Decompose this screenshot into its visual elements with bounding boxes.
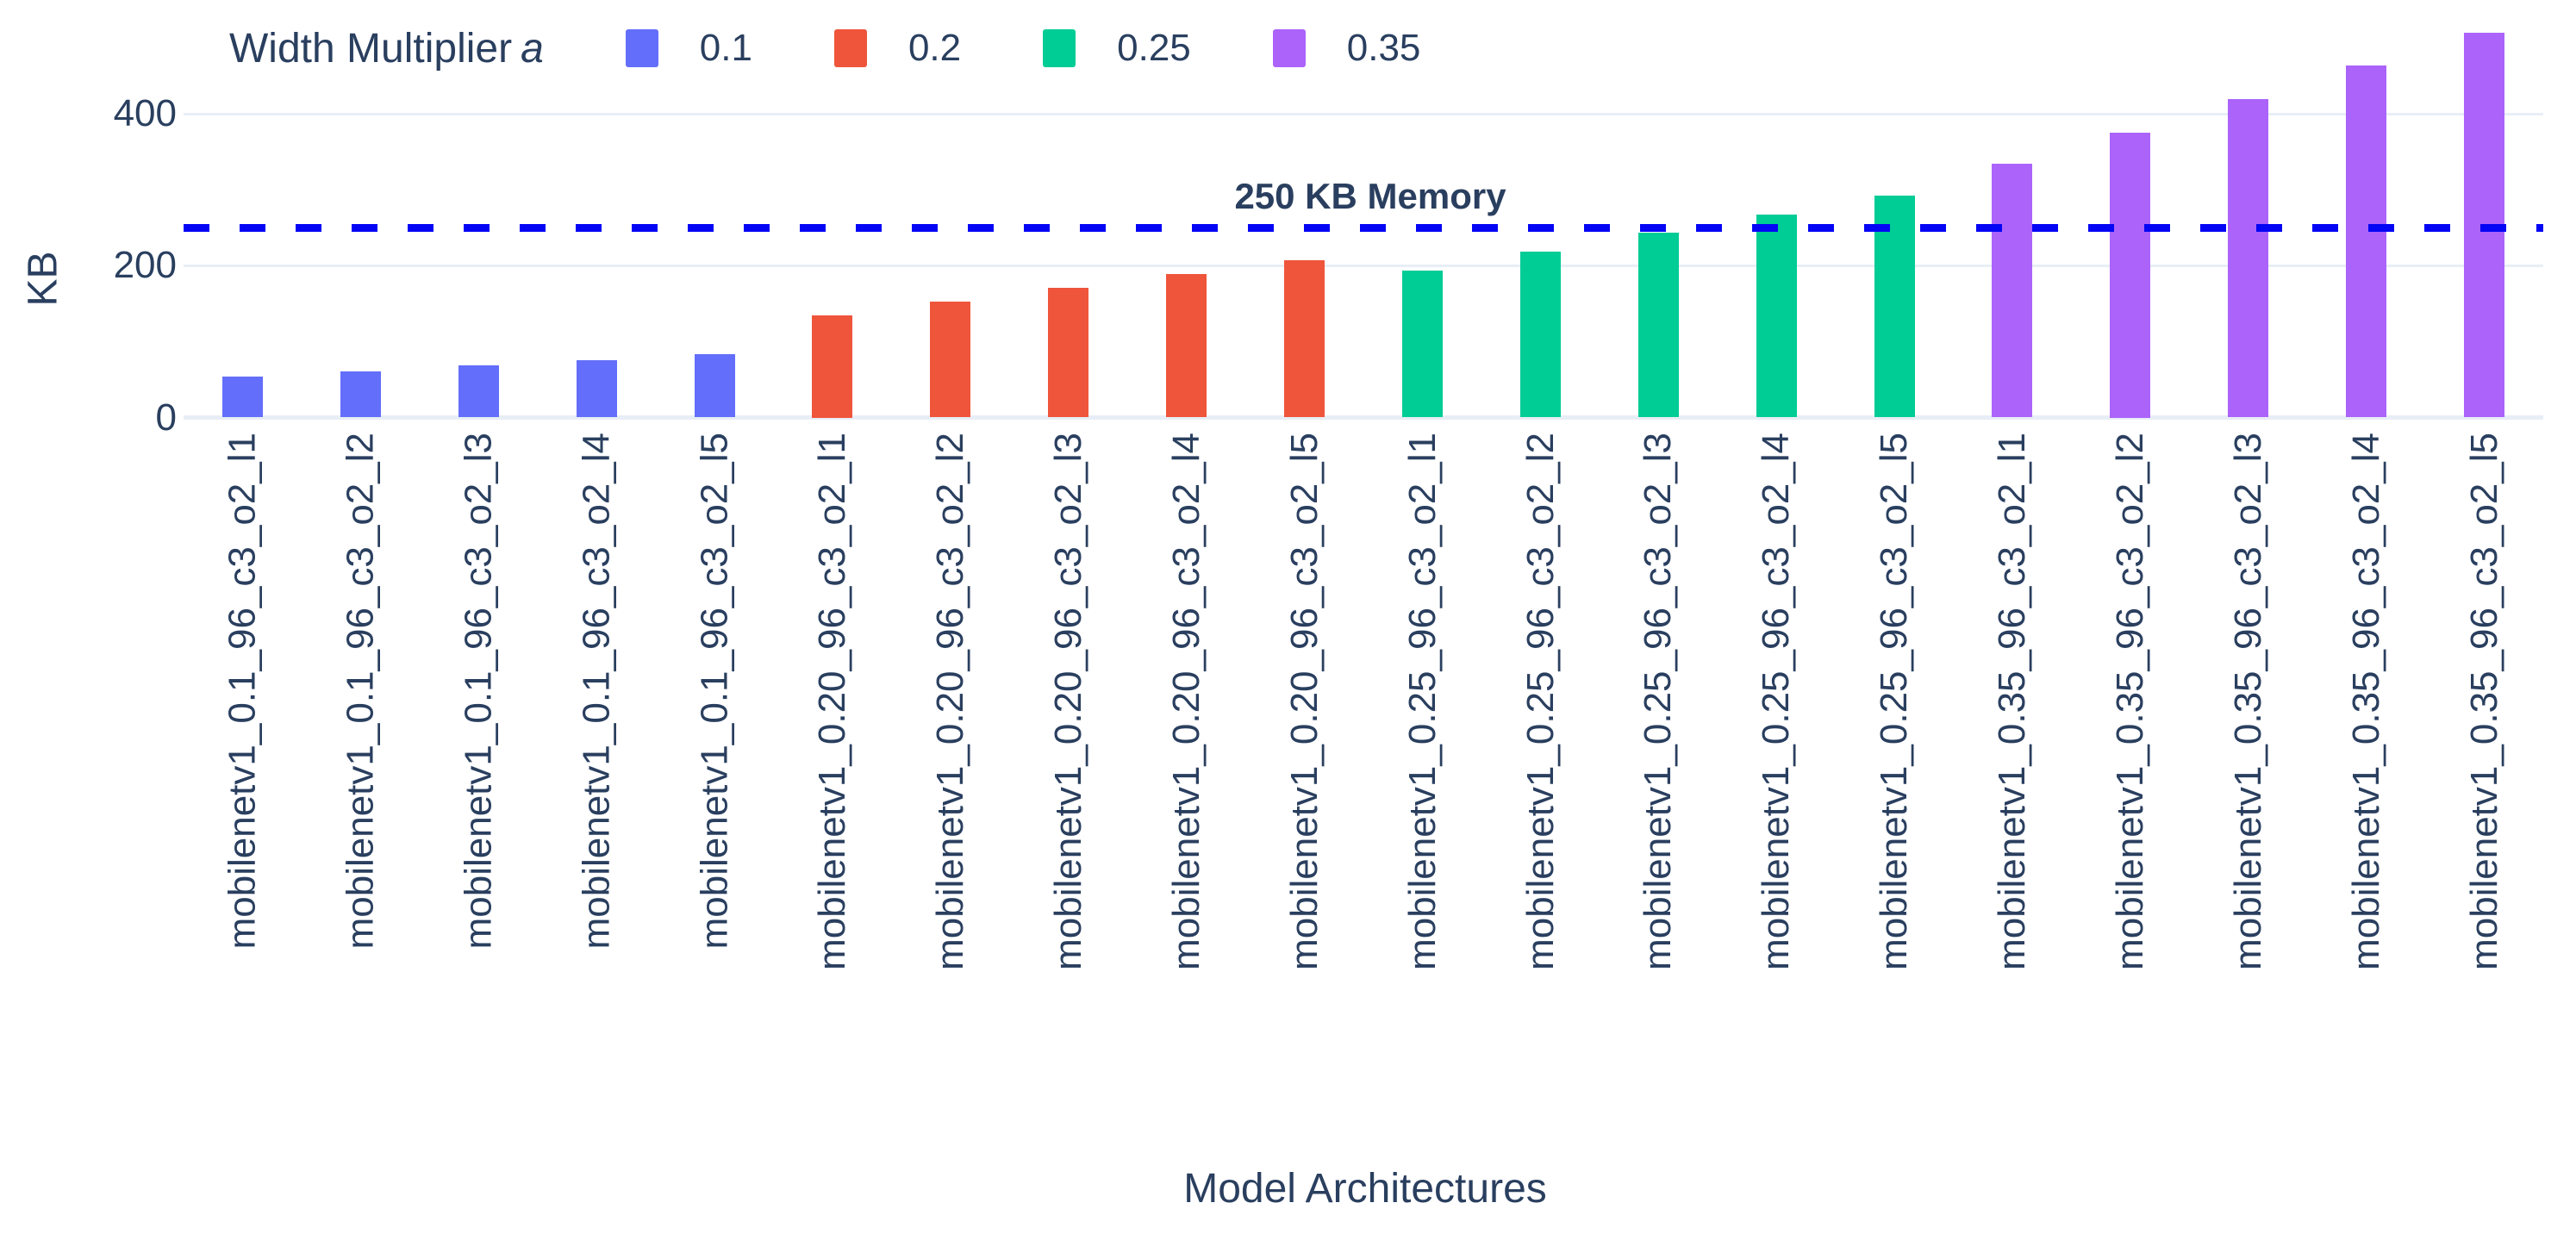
x-tick-label: mobilenetv1_0.35_96_c3_o2_l3 bbox=[2226, 433, 2269, 970]
x-tick-label: mobilenetv1_0.35_96_c3_o2_l1 bbox=[1990, 433, 2033, 970]
x-tick-label: mobilenetv1_0.1_96_c3_o2_l4 bbox=[575, 433, 618, 950]
legend-item-label: 0.2 bbox=[908, 27, 962, 69]
legend-item-label: 0.1 bbox=[699, 27, 752, 69]
legend-title-symbol: a bbox=[521, 25, 544, 72]
bar-mobilenetv1_0.1_96_c3_o2_l5[interactable] bbox=[694, 354, 735, 418]
gridline-y0 bbox=[184, 415, 2543, 420]
x-tick-label: mobilenetv1_0.20_96_c3_o2_l2 bbox=[928, 433, 971, 970]
bar-mobilenetv1_0.1_96_c3_o2_l2[interactable] bbox=[340, 371, 381, 418]
x-tick-label: mobilenetv1_0.25_96_c3_o2_l4 bbox=[1755, 433, 1798, 970]
bar-mobilenetv1_0.35_96_c3_o2_l1[interactable] bbox=[1992, 164, 2033, 418]
bar-mobilenetv1_0.1_96_c3_o2_l4[interactable] bbox=[576, 359, 617, 418]
legend-swatch-icon bbox=[1043, 29, 1076, 67]
bar-mobilenetv1_0.20_96_c3_o2_l1[interactable] bbox=[812, 315, 853, 418]
x-tick-label: mobilenetv1_0.1_96_c3_o2_l5 bbox=[693, 433, 736, 950]
bar-mobilenetv1_0.1_96_c3_o2_l1[interactable] bbox=[221, 376, 263, 418]
x-tick-label: mobilenetv1_0.25_96_c3_o2_l2 bbox=[1519, 433, 1562, 970]
legend: Width Multiplier a 0.1 0.2 0.25 0.35 bbox=[229, 16, 1420, 81]
legend-item-0.1[interactable]: 0.1 bbox=[625, 27, 752, 70]
bar-mobilenetv1_0.20_96_c3_o2_l3[interactable] bbox=[1048, 287, 1089, 418]
legend-title-text: Width Multiplier bbox=[229, 25, 513, 72]
bar-mobilenetv1_0.25_96_c3_o2_l3[interactable] bbox=[1637, 233, 1679, 418]
legend-item-label: 0.25 bbox=[1117, 27, 1191, 69]
bar-mobilenetv1_0.25_96_c3_o2_l4[interactable] bbox=[1756, 215, 1797, 418]
legend-swatch-icon bbox=[625, 29, 658, 67]
threshold-annotation: 250 KB Memory bbox=[1234, 176, 1506, 217]
x-tick-label: mobilenetv1_0.20_96_c3_o2_l1 bbox=[810, 433, 853, 970]
bar-mobilenetv1_0.20_96_c3_o2_l5[interactable] bbox=[1284, 260, 1325, 418]
bar-mobilenetv1_0.20_96_c3_o2_l2[interactable] bbox=[930, 301, 971, 418]
x-axis-title: Model Architectures bbox=[1183, 1166, 1547, 1212]
bar-mobilenetv1_0.20_96_c3_o2_l4[interactable] bbox=[1166, 273, 1207, 418]
x-tick-label: mobilenetv1_0.1_96_c3_o2_l2 bbox=[339, 433, 382, 950]
x-tick-label: mobilenetv1_0.1_96_c3_o2_l1 bbox=[221, 433, 264, 950]
legend-item-label: 0.35 bbox=[1346, 27, 1421, 69]
bar-mobilenetv1_0.1_96_c3_o2_l3[interactable] bbox=[458, 365, 499, 418]
x-tick-label: mobilenetv1_0.20_96_c3_o2_l4 bbox=[1164, 433, 1207, 970]
y-tick-label-0: 0 bbox=[155, 396, 177, 439]
gridline-y200 bbox=[184, 264, 2543, 267]
x-tick-label: mobilenetv1_0.25_96_c3_o2_l3 bbox=[1637, 433, 1680, 970]
legend-item-0.2[interactable]: 0.2 bbox=[833, 27, 962, 70]
legend-swatch-icon bbox=[833, 29, 867, 67]
x-tick-label: mobilenetv1_0.25_96_c3_o2_l1 bbox=[1400, 433, 1444, 970]
bar-mobilenetv1_0.25_96_c3_o2_l2[interactable] bbox=[1519, 252, 1561, 418]
legend-item-0.35[interactable]: 0.35 bbox=[1272, 27, 1421, 70]
bar-mobilenetv1_0.35_96_c3_o2_l4[interactable] bbox=[2346, 65, 2387, 418]
threshold-dashed-line bbox=[184, 223, 2543, 232]
legend-title: Width Multiplier a bbox=[229, 25, 544, 72]
x-tick-label: mobilenetv1_0.20_96_c3_o2_l5 bbox=[1282, 433, 1325, 970]
bar-mobilenetv1_0.35_96_c3_o2_l2[interactable] bbox=[2110, 133, 2151, 418]
x-tick-label: mobilenetv1_0.25_96_c3_o2_l5 bbox=[1873, 433, 1916, 970]
x-tick-label: mobilenetv1_0.35_96_c3_o2_l4 bbox=[2344, 433, 2387, 970]
x-tick-label: mobilenetv1_0.1_96_c3_o2_l3 bbox=[457, 433, 500, 950]
bar-mobilenetv1_0.25_96_c3_o2_l5[interactable] bbox=[1874, 196, 1915, 418]
bar-mobilenetv1_0.35_96_c3_o2_l3[interactable] bbox=[2228, 99, 2269, 418]
legend-swatch-icon bbox=[1272, 29, 1306, 67]
bar-mobilenetv1_0.25_96_c3_o2_l1[interactable] bbox=[1401, 270, 1443, 418]
y-tick-label-200: 200 bbox=[113, 244, 177, 287]
legend-item-0.25[interactable]: 0.25 bbox=[1043, 27, 1191, 70]
x-tick-label: mobilenetv1_0.20_96_c3_o2_l3 bbox=[1046, 433, 1089, 970]
x-tick-label: mobilenetv1_0.35_96_c3_o2_l2 bbox=[2108, 433, 2151, 970]
gridline-y400 bbox=[184, 112, 2543, 115]
x-tick-label: mobilenetv1_0.35_96_c3_o2_l5 bbox=[2462, 433, 2505, 970]
y-tick-label-400: 400 bbox=[113, 92, 177, 134]
